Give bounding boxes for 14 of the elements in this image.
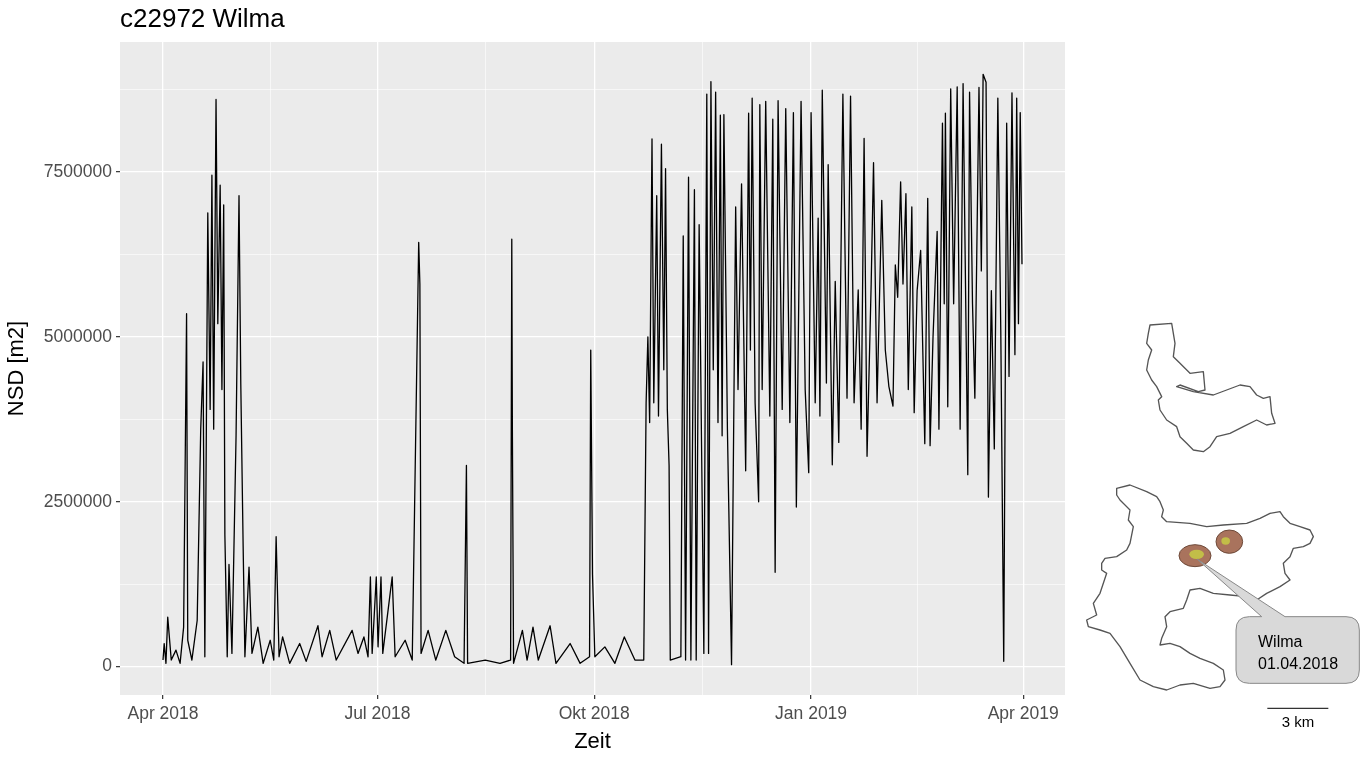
text: Wilma 01.04.2018 bbox=[1258, 632, 1340, 674]
x-tick-label: Apr 2018 bbox=[127, 703, 199, 724]
x-tick-label: Jul 2018 bbox=[344, 703, 411, 724]
chart-title: c22972 Wilma bbox=[120, 3, 286, 33]
x-axis-title: Zeit bbox=[574, 727, 611, 753]
x-tick-label: Apr 2019 bbox=[987, 703, 1059, 724]
y-tick-label: 2500000 bbox=[43, 490, 113, 511]
text: 3 km bbox=[1280, 712, 1316, 732]
y-tick-label: 0 bbox=[102, 655, 113, 676]
y-axis-title: NSD [m2] bbox=[3, 320, 29, 417]
x-tick-label: Okt 2018 bbox=[558, 703, 630, 724]
y-tick-label: 7500000 bbox=[43, 160, 113, 181]
y-tick-label: 5000000 bbox=[43, 325, 113, 346]
x-tick-label: Jan 2019 bbox=[775, 703, 848, 724]
